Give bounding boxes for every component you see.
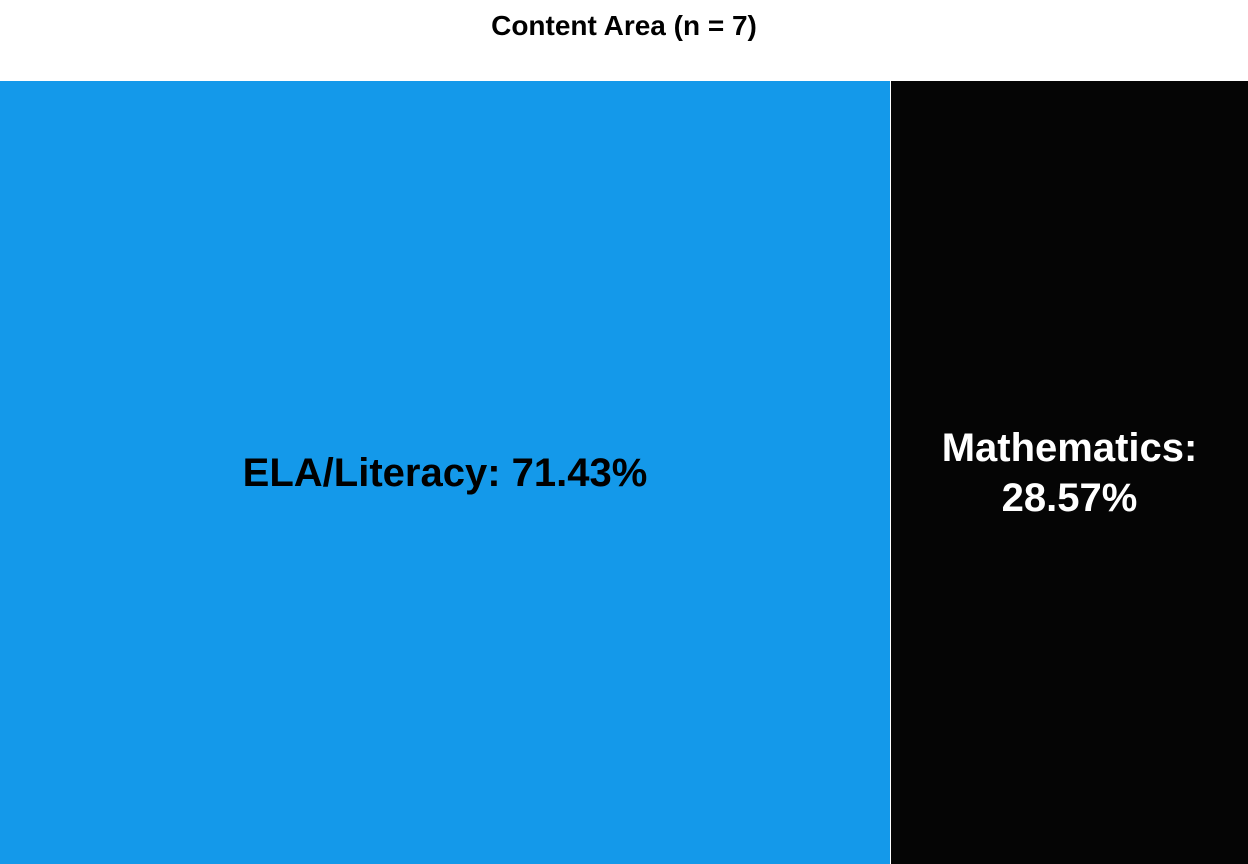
tile-label-mathematics: Mathematics: 28.57%	[941, 425, 1198, 520]
chart-title: Content Area (n = 7)	[491, 10, 757, 41]
treemap-plot-area: ELA/Literacy: 71.43% Mathematics: 28.57%	[0, 81, 1248, 864]
tile-label-ela-literacy: ELA/Literacy: 71.43%	[242, 450, 648, 495]
treemap-tile-mathematics: Mathematics: 28.57%	[891, 81, 1248, 864]
treemap-tile-ela-literacy: ELA/Literacy: 71.43%	[0, 81, 890, 864]
